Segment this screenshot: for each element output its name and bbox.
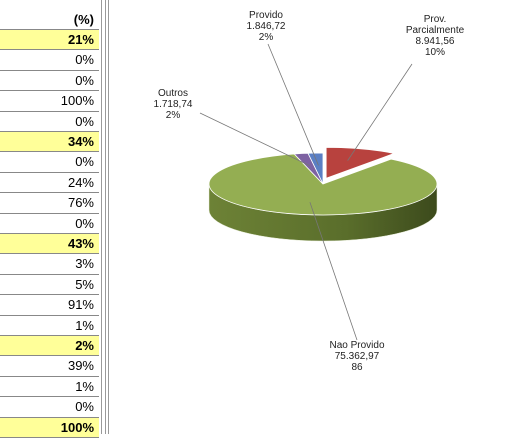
table-cell: 1%	[0, 316, 99, 336]
table-cell: 2%	[0, 336, 99, 357]
table-cell: 76%	[0, 193, 99, 214]
table-cell: 5%	[0, 275, 99, 296]
data-label: Prov. Parcialmente 8.941,56 10%	[395, 14, 475, 58]
table-cell: 0%	[0, 152, 99, 173]
label-value: 1.846,72	[246, 21, 286, 32]
label-percent: 86	[351, 362, 363, 373]
leader-line	[347, 63, 413, 161]
table-cell: 100%	[0, 417, 99, 438]
table-cell: 0%	[0, 71, 99, 92]
label-percent: 2%	[165, 110, 181, 121]
leader-line	[267, 43, 319, 166]
data-label: Nao Provido 75.362,97 86	[312, 340, 402, 373]
table-cell: 0%	[0, 397, 99, 418]
table-cell: 91%	[0, 295, 99, 316]
separator	[105, 0, 109, 434]
table-cell: 1%	[0, 377, 99, 398]
leader-line	[309, 202, 358, 341]
table-cell: 0%	[0, 214, 99, 234]
table-cell: 21%	[0, 30, 99, 51]
label-value: 1.718,74	[153, 99, 193, 110]
table-cell: 39%	[0, 356, 99, 377]
data-label: Provido 1.846,72 2%	[221, 10, 311, 43]
label-value: 8.941,56	[415, 36, 455, 47]
label-percent: 2%	[258, 32, 274, 43]
table-cell: 34%	[0, 132, 99, 153]
label-category: Nao Provido	[329, 340, 385, 351]
table-cell: 0%	[0, 50, 99, 71]
label-category: Prov. Parcialmente	[405, 14, 465, 36]
label-value: 75.362,97	[334, 351, 380, 362]
table: (%) 21% 0% 0% 100% 0% 34% 0% 24% 76% 0% 43% 3% 5% 91% 1…	[0, 0, 102, 438]
pie-slice	[325, 146, 396, 179]
label-category: Provido	[249, 10, 283, 21]
leader-line	[199, 112, 311, 167]
table-cell: 43%	[0, 234, 99, 255]
table-cell: 24%	[0, 173, 99, 194]
label-category: Outros	[157, 88, 188, 99]
table-cell: 0%	[0, 112, 99, 132]
pie-slice	[208, 153, 438, 216]
table-cell: 100%	[0, 91, 99, 112]
pie-slice	[293, 152, 324, 185]
label-percent: 10%	[424, 47, 445, 58]
data-label: Outros 1.718,74 2%	[128, 88, 218, 121]
table-cell: 3%	[0, 254, 99, 275]
header-cell: (%)	[0, 10, 99, 30]
